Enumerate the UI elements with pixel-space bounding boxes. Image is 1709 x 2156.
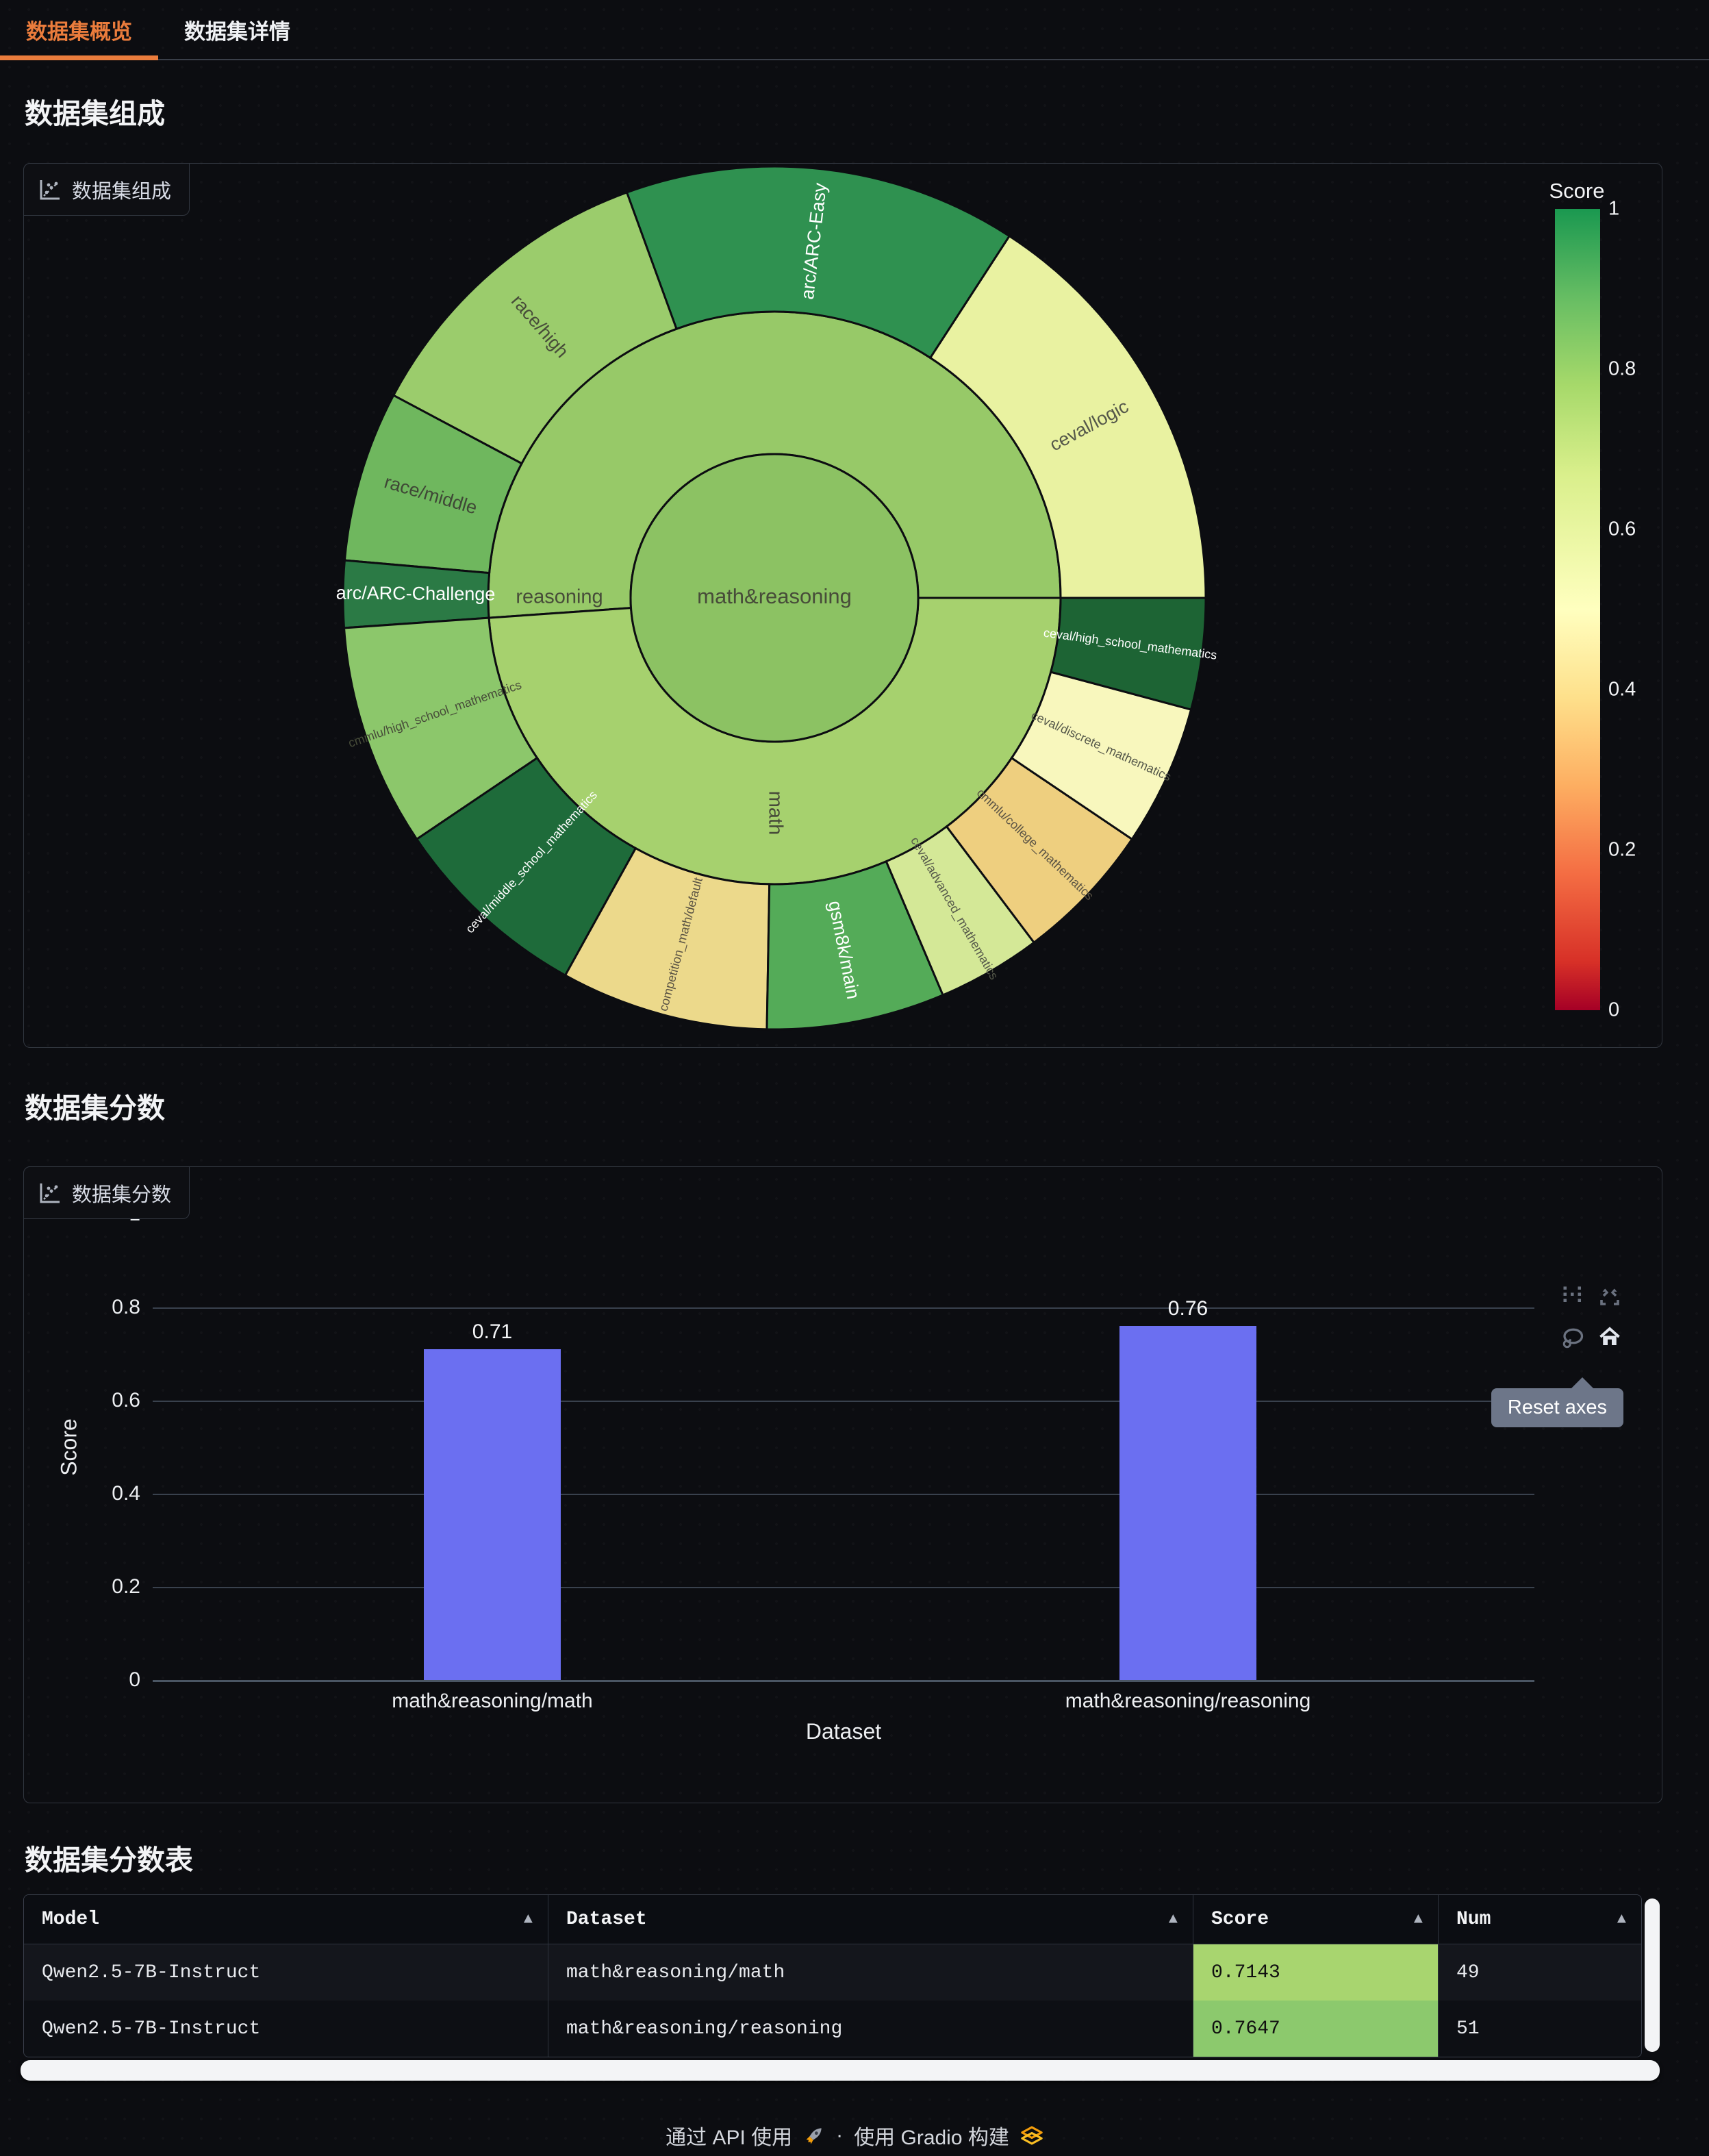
gridline	[153, 1401, 1534, 1402]
tab-dataset-details[interactable]: 数据集详情	[184, 19, 290, 44]
sunburst-center[interactable]	[629, 453, 920, 743]
header-score-label: Score	[1211, 1909, 1269, 1930]
sort-icon-dataset[interactable]: ▲	[1168, 1911, 1178, 1928]
table-row[interactable]: Qwen2.5-7B-Instruct math&reasoning/math …	[24, 1944, 1641, 2001]
colorbar-title: Score	[1549, 179, 1605, 203]
y-tick-label: 0.4	[112, 1482, 140, 1505]
header-dataset-label: Dataset	[566, 1909, 647, 1930]
sort-icon-num[interactable]: ▲	[1617, 1911, 1626, 1928]
colorbar-tick: 0.2	[1608, 838, 1636, 861]
colorbar-tick: 0.8	[1608, 358, 1636, 380]
composition-section-title: 数据集组成	[25, 98, 165, 129]
y-tick-label: 0	[129, 1668, 140, 1691]
sunburst-ring-label: reasoning	[516, 586, 603, 608]
built-with-gradio-link[interactable]: 使用 Gradio 构建	[854, 2127, 1009, 2149]
reset-axes-tooltip: Reset axes	[1491, 1377, 1623, 1427]
colorbar	[1555, 209, 1600, 1010]
autoscale-icon[interactable]	[1597, 1283, 1622, 1308]
x-axis-title: Dataset	[805, 1719, 882, 1744]
cell-score[interactable]: 0.7143	[1193, 1944, 1439, 2001]
footer: 通过 API 使用 · 使用 Gradio 构建	[0, 2120, 1709, 2151]
sunburst-segment-ceval/high_school_mathematics[interactable]	[1049, 597, 1207, 711]
gridline	[153, 1587, 1534, 1588]
header-score[interactable]: Score ▲	[1193, 1895, 1439, 1944]
colorbar-tick: 0	[1608, 999, 1620, 1021]
scores-section-title: 数据集分数	[25, 1092, 165, 1124]
composition-panel-label-text: 数据集组成	[72, 180, 172, 203]
sort-icon-model[interactable]: ▲	[523, 1911, 533, 1928]
table-vertical-scrollbar[interactable]	[1645, 1898, 1660, 2052]
sunburst-center-label: math&reasoning	[697, 584, 852, 608]
composition-panel: 数据集组成 math&reasoning reasoning math ceval/l…	[23, 163, 1662, 1048]
header-model[interactable]: Model ▲	[24, 1895, 548, 1944]
sunburst-segment-race/high[interactable]	[392, 191, 678, 465]
plot-icon	[40, 179, 60, 199]
box-select-icon[interactable]	[1560, 1283, 1585, 1308]
use-via-api-link[interactable]: 通过 API 使用	[666, 2127, 793, 2149]
bar-chart: 00.20.40.60.810.71math&reasoning/math0.7…	[24, 1167, 1662, 1803]
bar-value-label: 0.76	[1167, 1297, 1208, 1320]
sort-icon-score[interactable]: ▲	[1413, 1911, 1423, 1928]
gridline	[153, 1494, 1534, 1495]
x-tick-label: math&reasoning/math	[392, 1690, 593, 1712]
score-table: Model ▲ Dataset ▲ Score ▲ Num ▲ Qwen2.5-…	[23, 1894, 1642, 2057]
cell-num[interactable]: 49	[1456, 1961, 1480, 1983]
sunburst-chart: math&reasoningreasoningmathceval/logicar…	[336, 165, 1217, 1031]
bar-math&reasoning/reasoning[interactable]	[1119, 1326, 1256, 1680]
cell-dataset[interactable]: math&reasoning/math	[548, 1944, 1193, 2001]
y-tick-label: 0.6	[112, 1389, 140, 1412]
y-tick-label: 0.8	[112, 1296, 140, 1318]
header-dataset[interactable]: Dataset ▲	[548, 1895, 1193, 1944]
cell-num[interactable]: 51	[1456, 2018, 1480, 2040]
sunburst-segment-label: arc/ARC-Challenge	[336, 583, 496, 605]
lasso-icon[interactable]	[1560, 1326, 1585, 1351]
header-model-label: Model	[42, 1909, 100, 1930]
x-axis-line	[153, 1680, 1534, 1682]
colorbar-tick: 0.4	[1608, 678, 1636, 701]
gradio-logo-icon	[1021, 2126, 1043, 2145]
sunburst-segment-ceval/logic[interactable]	[928, 234, 1207, 599]
header-num-label: Num	[1456, 1909, 1491, 1930]
gridline	[153, 1307, 1534, 1309]
bar-value-label: 0.71	[472, 1320, 513, 1344]
cell-score[interactable]: 0.7647	[1193, 2001, 1439, 2057]
tab-bar: 数据集概览 数据集详情	[0, 0, 1709, 60]
table-horizontal-scrollbar[interactable]	[21, 2060, 1660, 2081]
sunburst-ring-label: math	[764, 791, 786, 835]
plot-icon	[40, 1183, 60, 1203]
table-section-title: 数据集分数表	[25, 1844, 193, 1876]
scores-panel-label-text: 数据集分数	[72, 1183, 172, 1206]
composition-panel-label: 数据集组成	[23, 163, 190, 216]
bar-math&reasoning/math[interactable]	[424, 1349, 561, 1680]
rocket-icon	[806, 2128, 822, 2144]
reset-axes-home-icon[interactable]	[1597, 1325, 1622, 1349]
footer-separator: ·	[836, 2124, 844, 2146]
scores-panel: 数据集分数 00.20.40.60.810.71math&reasoning/m…	[23, 1166, 1662, 1803]
scores-panel-label: 数据集分数	[23, 1166, 190, 1219]
cell-model[interactable]: Qwen2.5-7B-Instruct	[24, 2001, 548, 2057]
cell-model[interactable]: Qwen2.5-7B-Instruct	[24, 1944, 548, 2001]
tab-dataset-overview[interactable]: 数据集概览	[0, 0, 158, 60]
colorbar-tick: 1	[1608, 197, 1620, 220]
x-tick-label: math&reasoning/reasoning	[1065, 1690, 1311, 1712]
y-tick-label: 0.2	[112, 1575, 140, 1598]
cell-dataset[interactable]: math&reasoning/reasoning	[548, 2001, 1193, 2057]
sunburst-segment-arc/ARC-Easy[interactable]	[625, 165, 1011, 360]
y-axis-title: Score	[56, 1418, 81, 1476]
table-row[interactable]: Qwen2.5-7B-Instruct math&reasoning/reaso…	[24, 2001, 1641, 2057]
table-header-row: Model ▲ Dataset ▲ Score ▲ Num ▲	[24, 1895, 1641, 1944]
header-num[interactable]: Num ▲	[1439, 1895, 1641, 1944]
colorbar-tick: 0.6	[1608, 518, 1636, 540]
